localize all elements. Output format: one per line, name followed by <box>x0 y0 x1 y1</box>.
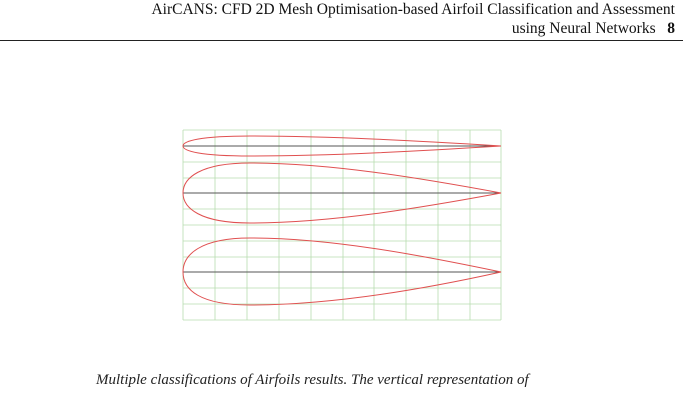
figure-caption: Multiple classifications of Airfoils res… <box>96 372 529 388</box>
header-title: AirCANS: CFD 2D Mesh Optimisation-based … <box>151 1 675 18</box>
chord-lines <box>183 145 501 273</box>
grid <box>182 129 502 321</box>
header-title-cont: using Neural Networks <box>511 20 656 37</box>
header-rule <box>0 40 683 41</box>
airfoils <box>182 135 502 306</box>
page-number: 8 <box>667 20 675 37</box>
header-line: using Neural Networks 8 <box>512 20 675 38</box>
